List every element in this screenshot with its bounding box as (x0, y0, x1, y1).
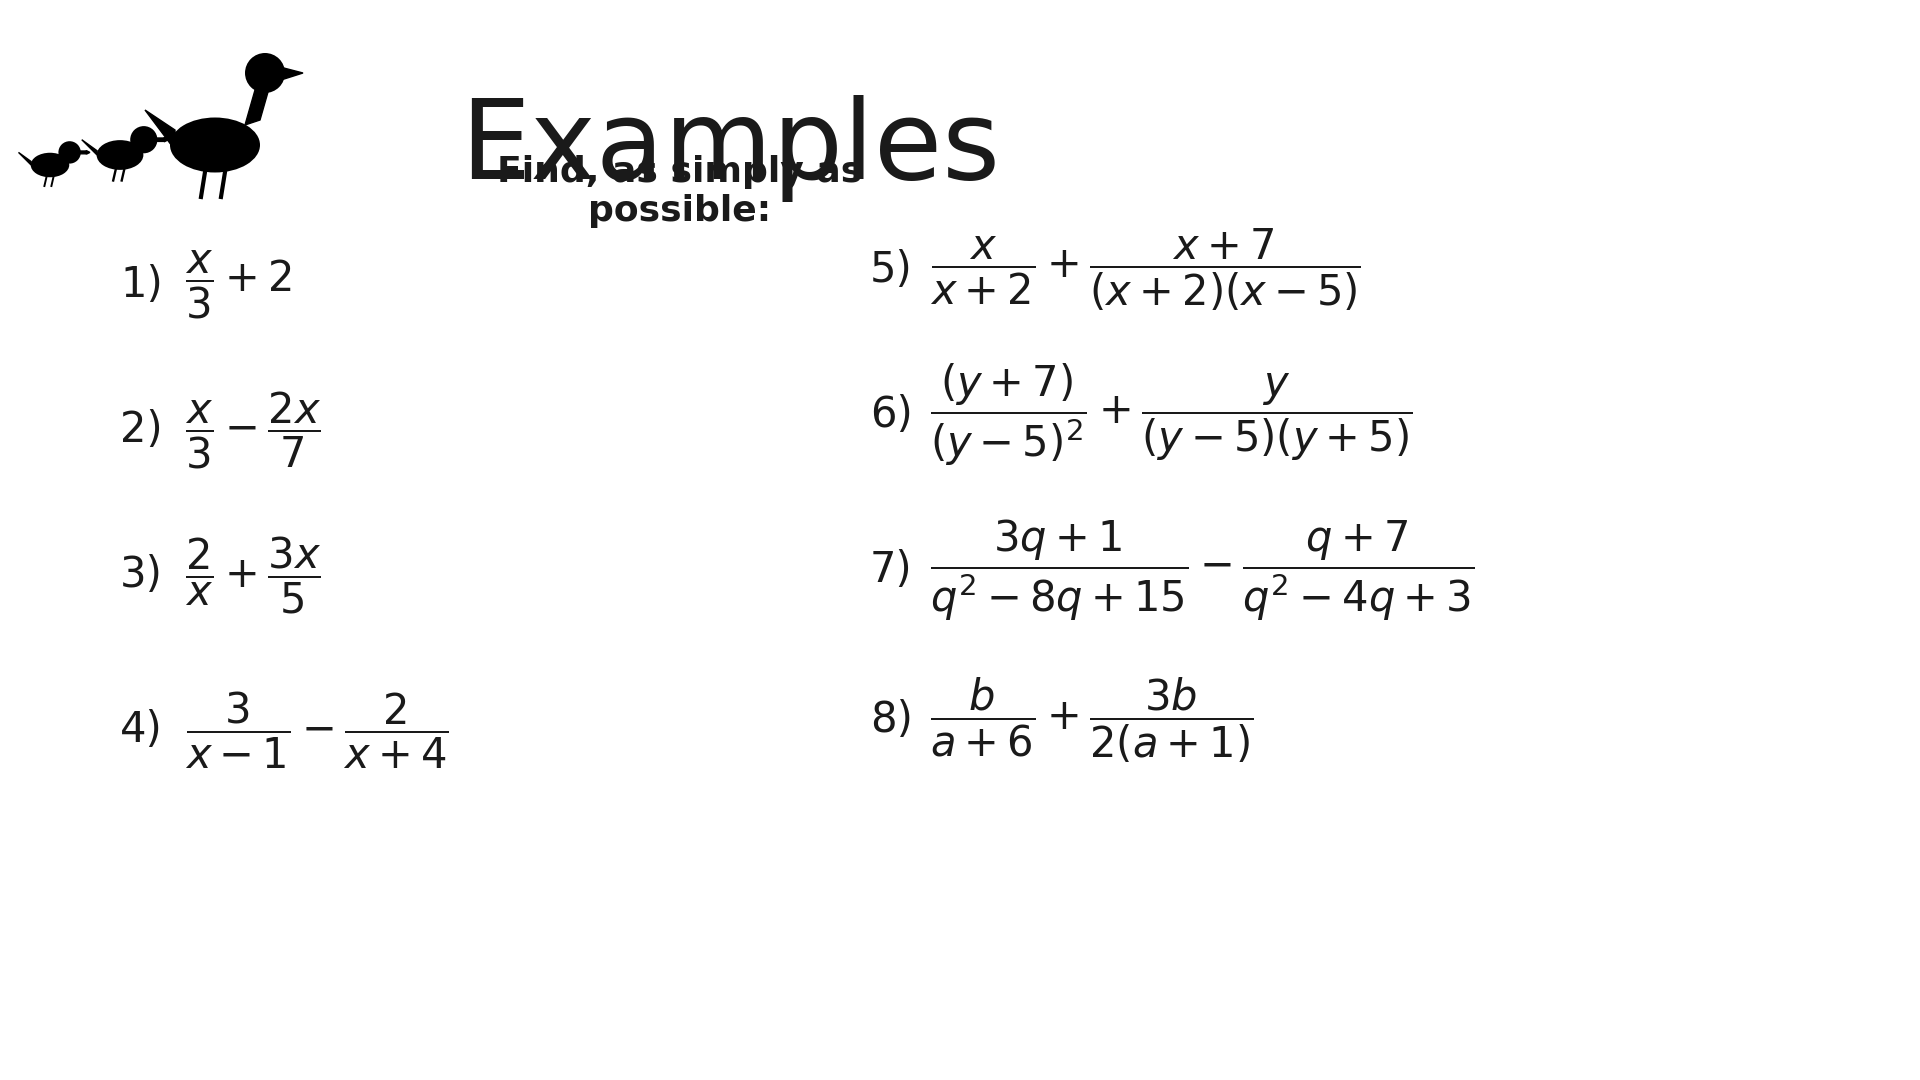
FancyArrow shape (79, 150, 90, 154)
Polygon shape (246, 85, 271, 125)
Ellipse shape (171, 118, 259, 173)
Text: 4): 4) (119, 708, 163, 751)
Ellipse shape (96, 140, 144, 170)
Text: 8): 8) (870, 699, 912, 741)
Text: $\dfrac{x}{3}+2$: $\dfrac{x}{3}+2$ (184, 249, 292, 321)
Text: $\dfrac{x}{x+2}+\dfrac{x+7}{(x+2)(x-5)}$: $\dfrac{x}{x+2}+\dfrac{x+7}{(x+2)(x-5)}$ (929, 227, 1361, 313)
Text: 7): 7) (870, 549, 912, 591)
Polygon shape (280, 67, 303, 80)
Text: $\dfrac{b}{a+6}+\dfrac{3b}{2(a+1)}$: $\dfrac{b}{a+6}+\dfrac{3b}{2(a+1)}$ (929, 675, 1254, 765)
Text: $\dfrac{2}{x}+\dfrac{3x}{5}$: $\dfrac{2}{x}+\dfrac{3x}{5}$ (184, 535, 321, 616)
Text: 3): 3) (119, 554, 163, 596)
Text: Find, as simply as
possible:: Find, as simply as possible: (497, 156, 862, 228)
Text: Examples: Examples (461, 95, 1000, 202)
Text: 6): 6) (870, 394, 912, 436)
Text: $\dfrac{3}{x-1}-\dfrac{2}{x+4}$: $\dfrac{3}{x-1}-\dfrac{2}{x+4}$ (184, 689, 449, 770)
Text: $\dfrac{x}{3}-\dfrac{2x}{7}$: $\dfrac{x}{3}-\dfrac{2x}{7}$ (184, 390, 321, 471)
Text: 5): 5) (870, 249, 912, 291)
FancyArrow shape (154, 137, 169, 141)
Text: $\dfrac{3q+1}{q^{2}-8q+15}-\dfrac{q+7}{q^{2}-4q+3}$: $\dfrac{3q+1}{q^{2}-8q+15}-\dfrac{q+7}{q… (929, 517, 1475, 623)
Polygon shape (19, 152, 31, 165)
Polygon shape (146, 110, 175, 150)
Circle shape (58, 141, 81, 163)
Ellipse shape (31, 152, 69, 177)
Polygon shape (83, 139, 98, 156)
Circle shape (246, 53, 284, 93)
Text: $\dfrac{(y+7)}{(y-5)^{2}}+\dfrac{y}{(y-5)(y+5)}$: $\dfrac{(y+7)}{(y-5)^{2}}+\dfrac{y}{(y-5… (929, 362, 1413, 469)
Text: 2): 2) (119, 409, 163, 451)
Text: 1): 1) (119, 264, 163, 306)
Circle shape (131, 126, 157, 153)
